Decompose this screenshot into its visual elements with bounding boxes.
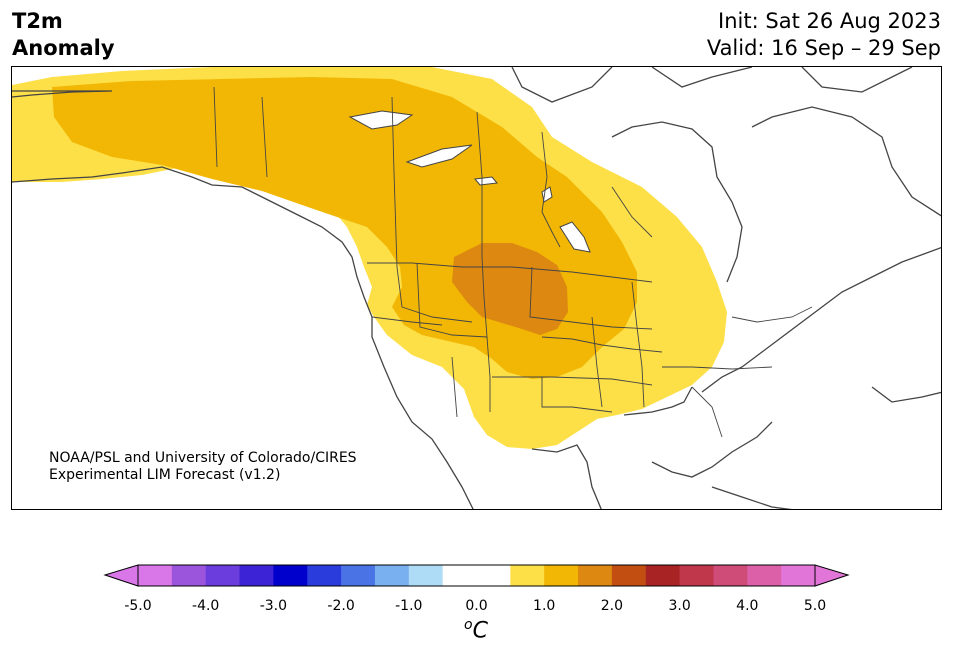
colorbar-outline: [137, 564, 816, 587]
credit-line-1: NOAA/PSL and University of Colorado/CIRE…: [49, 450, 357, 466]
lake: [474, 176, 498, 186]
init-date: Init: Sat 26 Aug 2023: [718, 9, 941, 33]
forecast-credit: NOAA/PSL and University of Colorado/CIRE…: [49, 450, 357, 484]
colorbar-segment: [239, 565, 274, 586]
colorbar-tick-label: -5.0: [124, 598, 152, 614]
colorbar-tick-label: -2.0: [327, 598, 355, 614]
anomaly-fill-medium: [52, 77, 637, 379]
political-borders: [213, 86, 813, 438]
valid-period: Valid: 16 Sep – 29 Sep: [706, 36, 941, 60]
colorbar-segment: [679, 565, 714, 586]
colorbar-tick-label: 5.0: [803, 598, 827, 614]
colorbar-segment: [374, 565, 410, 586]
colorbar-segment: [205, 565, 241, 586]
colorbar-min-extension: [103, 564, 139, 587]
colorbar-segment: [781, 565, 816, 586]
colorbar-tick-label: -1.0: [395, 598, 423, 614]
colorbar-segment: [611, 565, 647, 586]
lake: [348, 110, 414, 130]
anomaly-label: Anomaly: [12, 36, 115, 60]
colorbar-segment: [442, 565, 477, 586]
colorbar-segment: [408, 565, 444, 586]
anomaly-fill-dark: [452, 243, 568, 335]
colorbar-segment: [307, 565, 342, 586]
lake: [559, 221, 591, 253]
colorbar-tick-label: -3.0: [259, 598, 288, 614]
colorbar-segment: [645, 565, 681, 586]
colorbar-segment: [578, 565, 613, 586]
colorbar-segments: [138, 565, 816, 586]
colorbar-tick-label: -4.0: [192, 598, 220, 614]
colorbar-segment: [713, 565, 748, 586]
anomaly-map: NOAA/PSL and University of Colorado/CIRE…: [11, 66, 942, 510]
map-title: T2m Anomaly: [12, 8, 115, 62]
colorbar-segment: [171, 565, 207, 586]
colorbar-tick-label: 3.0: [668, 598, 691, 614]
colorbar-segment: [341, 565, 376, 586]
forecast-dates: Init: Sat 26 Aug 2023 Valid: 16 Sep – 29…: [707, 8, 941, 62]
colorbar-segment: [476, 565, 511, 586]
colorbar-tick-label: 1.0: [533, 598, 556, 614]
colorbar-tick-label: 0.0: [465, 598, 488, 614]
colorbar-segment: [747, 565, 782, 586]
lake: [541, 186, 553, 203]
degree-symbol: o: [464, 617, 473, 633]
credit-line-2: Experimental LIM Forecast (v1.2): [49, 467, 281, 483]
colorbar-max-extension: [814, 564, 850, 587]
colorbar-segment: [510, 565, 545, 586]
colorbar-unit: oC: [464, 617, 488, 643]
variable-label: T2m: [12, 9, 63, 33]
colorbar-segment: [544, 565, 579, 586]
unit-letter: C: [472, 618, 488, 644]
map-canvas: [12, 67, 941, 509]
lake: [405, 144, 473, 168]
colorbar-segment: [138, 565, 173, 586]
colorbar-segment: [273, 565, 308, 586]
colorbar-tick-label: 4.0: [736, 598, 759, 614]
coastlines: [12, 67, 941, 509]
colorbar: [103, 564, 850, 587]
colorbar-tick-label: 2.0: [600, 598, 624, 614]
